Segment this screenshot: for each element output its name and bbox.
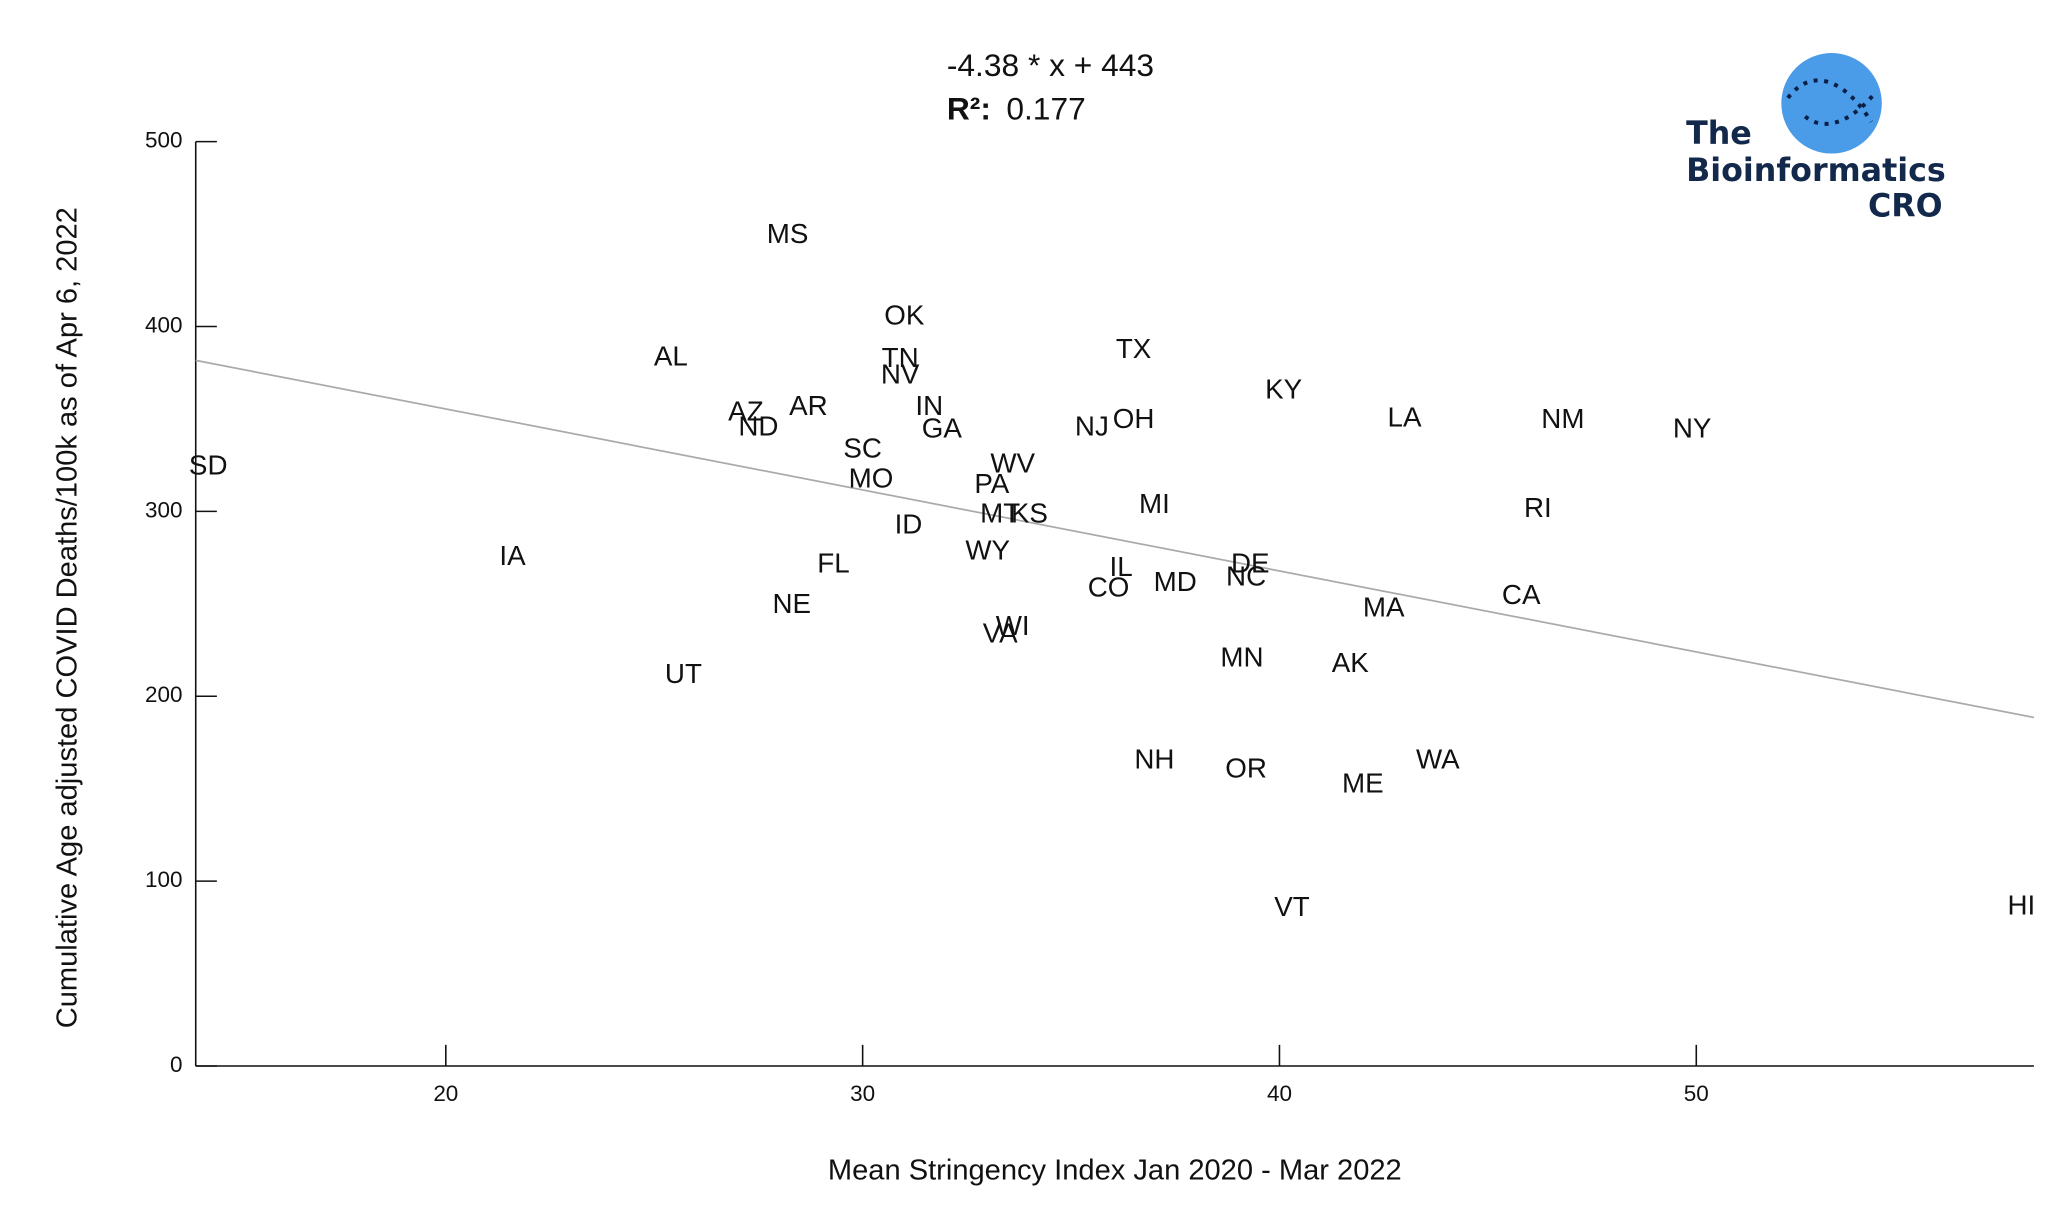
y-tick-label: 0 xyxy=(170,1052,183,1077)
point-label: OR xyxy=(1225,753,1267,784)
point-label: NC xyxy=(1226,560,1266,591)
point-label: VA xyxy=(983,618,1018,649)
x-tick-label: 30 xyxy=(850,1081,875,1106)
point-label: ID xyxy=(895,509,923,540)
point-label: GA xyxy=(922,412,963,443)
point-label: LA xyxy=(1388,401,1422,432)
point-label: WY xyxy=(965,534,1010,565)
y-axis-label: Cumulative Age adjusted COVID Deaths/100… xyxy=(51,207,83,1028)
logo-helix xyxy=(1786,78,1877,126)
point-label: AK xyxy=(1332,647,1370,678)
point-label: DE xyxy=(1231,547,1270,578)
point-label: KY xyxy=(1265,374,1302,405)
y-tick-label: 300 xyxy=(145,497,183,522)
point-label: AZ xyxy=(728,396,764,427)
point-label: MD xyxy=(1154,566,1197,597)
point-label: HI xyxy=(2008,889,2036,920)
logo-text: The xyxy=(1686,116,1752,152)
point-label: SC xyxy=(843,433,882,464)
point-label: NH xyxy=(1134,743,1174,774)
point-label: IA xyxy=(499,540,526,571)
point-label: OH xyxy=(1113,403,1155,434)
point-label: MN xyxy=(1220,642,1263,673)
point-label: TX xyxy=(1116,333,1151,364)
point-label: UT xyxy=(665,658,702,689)
logo-circle xyxy=(1781,53,1882,154)
point-label: MI xyxy=(1139,488,1170,519)
y-tick-label: 400 xyxy=(145,312,183,337)
point-label: MO xyxy=(849,462,894,493)
trend-line xyxy=(195,359,2035,719)
point-label: ME xyxy=(1342,767,1384,798)
point-label: SD xyxy=(189,449,228,480)
point-label: NJ xyxy=(1075,411,1109,442)
point-label: MS xyxy=(767,218,809,249)
logo-text: CRO xyxy=(1868,189,1943,225)
r2-label: R²: xyxy=(947,91,991,127)
logo: The Bioinformatics CRO xyxy=(1686,53,1946,225)
point-label: MA xyxy=(1363,592,1405,623)
x-tick-label: 40 xyxy=(1267,1081,1292,1106)
point-label: CO xyxy=(1088,571,1130,602)
point-label: RI xyxy=(1524,492,1552,523)
point-label: AR xyxy=(789,390,828,421)
point-label: OK xyxy=(884,300,925,331)
point-label: IL xyxy=(1109,551,1132,582)
point-label: PA xyxy=(974,468,1009,499)
point-label: NE xyxy=(772,588,811,619)
y-tick-label: 200 xyxy=(145,682,183,707)
x-tick-label: 50 xyxy=(1684,1081,1709,1106)
x-axis-label: Mean Stringency Index Jan 2020 - Mar 202… xyxy=(828,1154,1402,1186)
x-tick-label: 20 xyxy=(433,1081,458,1106)
y-tick-label: 500 xyxy=(145,128,183,153)
point-label: CA xyxy=(1502,579,1541,610)
point-label: WA xyxy=(1416,743,1460,774)
point-label: AL xyxy=(654,340,688,371)
point-label: ND xyxy=(738,411,778,442)
point-label: MT xyxy=(980,497,1020,528)
point-label: TN xyxy=(882,342,919,373)
point-label: WI xyxy=(996,610,1030,641)
y-tick-label: 100 xyxy=(145,867,183,892)
point-label: KS xyxy=(1011,497,1048,528)
point-label: WV xyxy=(990,447,1035,478)
point-label: NY xyxy=(1673,412,1712,443)
point-label: IN xyxy=(915,390,943,421)
point-label: VT xyxy=(1274,891,1310,922)
logo-text: Bioinformatics xyxy=(1686,153,1946,189)
point-label: NM xyxy=(1541,403,1584,434)
trend-equation: -4.38 * x + 443 xyxy=(947,47,1154,83)
r2-value: 0.177 xyxy=(1006,91,1085,127)
point-label: FL xyxy=(817,547,849,578)
point-label: NV xyxy=(881,359,920,390)
